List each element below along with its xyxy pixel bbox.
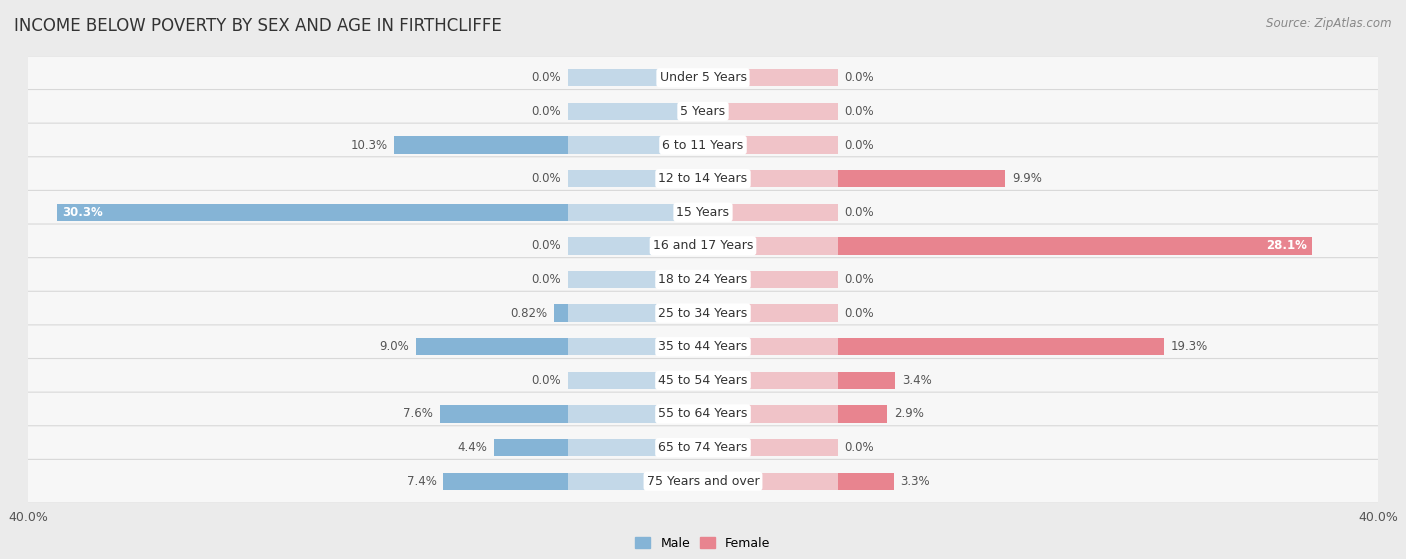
Text: 0.0%: 0.0%: [845, 206, 875, 219]
Bar: [416, 338, 568, 356]
Bar: [554, 305, 568, 322]
Text: 2.9%: 2.9%: [894, 408, 924, 420]
FancyBboxPatch shape: [22, 426, 1384, 470]
Text: 0.82%: 0.82%: [510, 307, 547, 320]
Bar: [703, 338, 838, 356]
Bar: [703, 472, 838, 490]
Text: INCOME BELOW POVERTY BY SEX AND AGE IN FIRTHCLIFFE: INCOME BELOW POVERTY BY SEX AND AGE IN F…: [14, 17, 502, 35]
Bar: [440, 405, 568, 423]
Text: 16 and 17 Years: 16 and 17 Years: [652, 239, 754, 252]
Bar: [703, 170, 838, 187]
Text: 9.0%: 9.0%: [380, 340, 409, 353]
FancyBboxPatch shape: [22, 392, 1384, 436]
Text: 45 to 54 Years: 45 to 54 Years: [658, 374, 748, 387]
Bar: [394, 136, 568, 154]
Text: Under 5 Years: Under 5 Years: [659, 71, 747, 84]
Text: 65 to 74 Years: 65 to 74 Years: [658, 441, 748, 454]
Text: 5 Years: 5 Years: [681, 105, 725, 118]
Text: 6 to 11 Years: 6 to 11 Years: [662, 139, 744, 151]
Text: 10.3%: 10.3%: [350, 139, 388, 151]
Text: 35 to 44 Years: 35 to 44 Years: [658, 340, 748, 353]
Bar: [494, 439, 568, 456]
Text: 0.0%: 0.0%: [531, 239, 561, 252]
Bar: [568, 305, 703, 322]
Bar: [443, 472, 568, 490]
Text: 0.0%: 0.0%: [531, 105, 561, 118]
Bar: [703, 136, 838, 154]
FancyBboxPatch shape: [22, 358, 1384, 402]
FancyBboxPatch shape: [22, 89, 1384, 133]
FancyBboxPatch shape: [22, 56, 1384, 100]
Bar: [568, 472, 703, 490]
Bar: [838, 237, 1312, 254]
Text: 12 to 14 Years: 12 to 14 Years: [658, 172, 748, 185]
Bar: [838, 405, 887, 423]
Bar: [568, 103, 703, 120]
FancyBboxPatch shape: [22, 224, 1384, 268]
FancyBboxPatch shape: [22, 325, 1384, 368]
Text: 0.0%: 0.0%: [845, 71, 875, 84]
Bar: [703, 69, 838, 87]
Text: 0.0%: 0.0%: [845, 105, 875, 118]
Bar: [703, 305, 838, 322]
Bar: [838, 338, 1164, 356]
Bar: [703, 439, 838, 456]
Bar: [703, 203, 838, 221]
Text: 0.0%: 0.0%: [531, 71, 561, 84]
Text: 9.9%: 9.9%: [1012, 172, 1042, 185]
Bar: [568, 338, 703, 356]
FancyBboxPatch shape: [22, 157, 1384, 201]
Text: 15 Years: 15 Years: [676, 206, 730, 219]
Bar: [838, 472, 894, 490]
Bar: [568, 372, 703, 389]
Text: 3.3%: 3.3%: [900, 475, 929, 488]
Bar: [838, 372, 896, 389]
Text: 30.3%: 30.3%: [62, 206, 103, 219]
Bar: [703, 103, 838, 120]
Bar: [568, 136, 703, 154]
Bar: [703, 405, 838, 423]
Bar: [703, 372, 838, 389]
Text: 0.0%: 0.0%: [845, 441, 875, 454]
Bar: [703, 271, 838, 288]
Text: 0.0%: 0.0%: [845, 139, 875, 151]
Text: 7.6%: 7.6%: [404, 408, 433, 420]
FancyBboxPatch shape: [22, 191, 1384, 234]
Bar: [568, 439, 703, 456]
Text: 3.4%: 3.4%: [903, 374, 932, 387]
Text: 25 to 34 Years: 25 to 34 Years: [658, 307, 748, 320]
Text: 75 Years and over: 75 Years and over: [647, 475, 759, 488]
FancyBboxPatch shape: [22, 459, 1384, 503]
Bar: [56, 203, 568, 221]
Text: 7.4%: 7.4%: [406, 475, 436, 488]
Bar: [568, 237, 703, 254]
Text: Source: ZipAtlas.com: Source: ZipAtlas.com: [1267, 17, 1392, 30]
Bar: [703, 237, 838, 254]
Text: 28.1%: 28.1%: [1267, 239, 1308, 252]
Bar: [568, 69, 703, 87]
FancyBboxPatch shape: [22, 291, 1384, 335]
FancyBboxPatch shape: [22, 123, 1384, 167]
Legend: Male, Female: Male, Female: [630, 532, 776, 555]
Text: 19.3%: 19.3%: [1170, 340, 1208, 353]
FancyBboxPatch shape: [22, 258, 1384, 301]
Text: 4.4%: 4.4%: [457, 441, 486, 454]
Bar: [568, 170, 703, 187]
Text: 55 to 64 Years: 55 to 64 Years: [658, 408, 748, 420]
Bar: [568, 271, 703, 288]
Text: 0.0%: 0.0%: [531, 374, 561, 387]
Text: 0.0%: 0.0%: [531, 273, 561, 286]
Text: 0.0%: 0.0%: [845, 273, 875, 286]
Bar: [568, 405, 703, 423]
Bar: [568, 203, 703, 221]
Bar: [838, 170, 1005, 187]
Text: 0.0%: 0.0%: [845, 307, 875, 320]
Text: 0.0%: 0.0%: [531, 172, 561, 185]
Text: 18 to 24 Years: 18 to 24 Years: [658, 273, 748, 286]
